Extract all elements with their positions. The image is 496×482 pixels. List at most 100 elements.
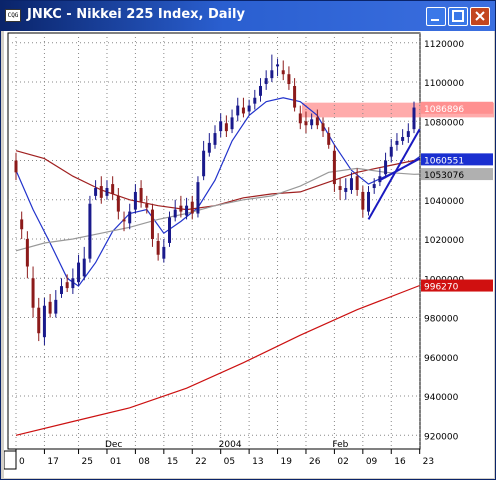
candle-body (139, 188, 143, 202)
scroll-handle (3, 450, 17, 470)
candle-body (264, 78, 268, 85)
candle-body (406, 131, 410, 137)
y-tick-label: 1020000 (424, 236, 464, 246)
candle-body (224, 123, 228, 132)
candle-body (82, 258, 86, 277)
candle-body (298, 113, 302, 124)
candle-body (304, 121, 308, 126)
maximize-icon (452, 10, 464, 22)
y-tick-label: 1040000 (424, 197, 464, 207)
price-tag-label: 1053076 (424, 171, 464, 181)
candle-body (190, 201, 194, 214)
x-tick-label: 26 (309, 457, 321, 467)
x-tick-label: 23 (423, 457, 434, 467)
x-tick-label: 02 (337, 457, 348, 467)
close-button[interactable] (470, 7, 490, 26)
candle-body (65, 282, 69, 289)
candle-body (162, 246, 166, 259)
x-tick-label: 19 (281, 457, 293, 467)
candle-body (213, 133, 217, 145)
candle-body (281, 70, 285, 75)
y-tick-label: 1080000 (424, 118, 464, 128)
candle-body (349, 178, 353, 190)
candle-body (48, 301, 52, 314)
candle-body (99, 186, 103, 198)
candle-body (150, 209, 154, 240)
y-tick-label: 940000 (424, 393, 459, 403)
candle-body (179, 205, 183, 212)
price-tag (421, 279, 493, 292)
candle-body (185, 205, 189, 216)
candle-body (401, 137, 405, 141)
candle-body (133, 191, 137, 210)
candle-body (71, 278, 75, 289)
candle-body (54, 299, 58, 314)
minimize-button[interactable] (426, 7, 446, 26)
candle-body (247, 105, 251, 112)
candle-body (230, 117, 234, 130)
x-tick-label: 17 (47, 457, 58, 467)
price-tag-label: 1086896 (424, 105, 464, 115)
title-bar[interactable]: CQG JNKC - Nikkei 225 Index, Daily (1, 1, 495, 31)
candle-body (207, 142, 211, 153)
candle-body (321, 123, 325, 132)
x-tick-label: 13 (252, 457, 263, 467)
x-tick-label: 05 (224, 457, 235, 467)
candle-body (25, 239, 29, 267)
candle-body (389, 146, 393, 157)
candle-body (37, 307, 41, 334)
candle-body (293, 85, 297, 108)
moving-average-line-3 (15, 167, 420, 252)
close-icon (475, 11, 485, 21)
candle-body (31, 278, 35, 308)
price-tag (421, 101, 493, 114)
x-tick-label: 16 (394, 457, 406, 467)
candle-body (196, 182, 200, 214)
chart-area[interactable]: 9200009400009600009800001000000102000010… (3, 31, 494, 478)
candle-body (111, 184, 115, 194)
maximize-button[interactable] (448, 7, 468, 26)
candle-body (395, 140, 399, 145)
candle-body (122, 219, 126, 222)
candle-body (384, 160, 388, 175)
candle-body (236, 105, 240, 116)
x-period-label: Feb (332, 440, 348, 450)
candle-body (361, 191, 365, 210)
x-tick-label: 0 (19, 457, 25, 467)
window-title: JNKC - Nikkei 225 Index, Daily (27, 7, 245, 22)
candle-body (20, 219, 24, 230)
candle-body (77, 262, 81, 283)
candle-body (253, 97, 257, 104)
x-tick-label: 01 (110, 457, 121, 467)
price-chart[interactable]: 9200009400009600009800001000000102000010… (3, 31, 494, 478)
moving-average-line-2 (15, 150, 420, 211)
plot-frame (7, 32, 421, 450)
candle-body (219, 121, 223, 132)
candle-body (327, 133, 331, 145)
candle-body (156, 241, 160, 255)
candle-body (310, 119, 314, 126)
price-tag (421, 153, 493, 166)
x-tick-label: 25 (82, 457, 93, 467)
y-tick-label: 1100000 (424, 79, 464, 89)
candle-body (367, 191, 371, 212)
candle-body (372, 184, 376, 189)
candle-body (276, 64, 280, 67)
y-tick-label: 1120000 (424, 40, 464, 50)
x-tick-label: 08 (138, 457, 150, 467)
candle-body (202, 150, 206, 177)
cqg-app-icon[interactable]: CQG (5, 9, 21, 22)
minimize-icon (431, 19, 439, 21)
candle-body (412, 107, 416, 130)
candle-body (59, 286, 63, 294)
candle-body (332, 150, 336, 185)
candle-body (173, 209, 177, 218)
candle-body (287, 74, 291, 85)
y-tick-label: 960000 (424, 354, 459, 364)
trendline (379, 157, 421, 182)
candle-body (344, 188, 348, 192)
moving-average-line-4 (15, 284, 420, 436)
candle-body (315, 117, 319, 126)
candle-body (105, 188, 109, 196)
